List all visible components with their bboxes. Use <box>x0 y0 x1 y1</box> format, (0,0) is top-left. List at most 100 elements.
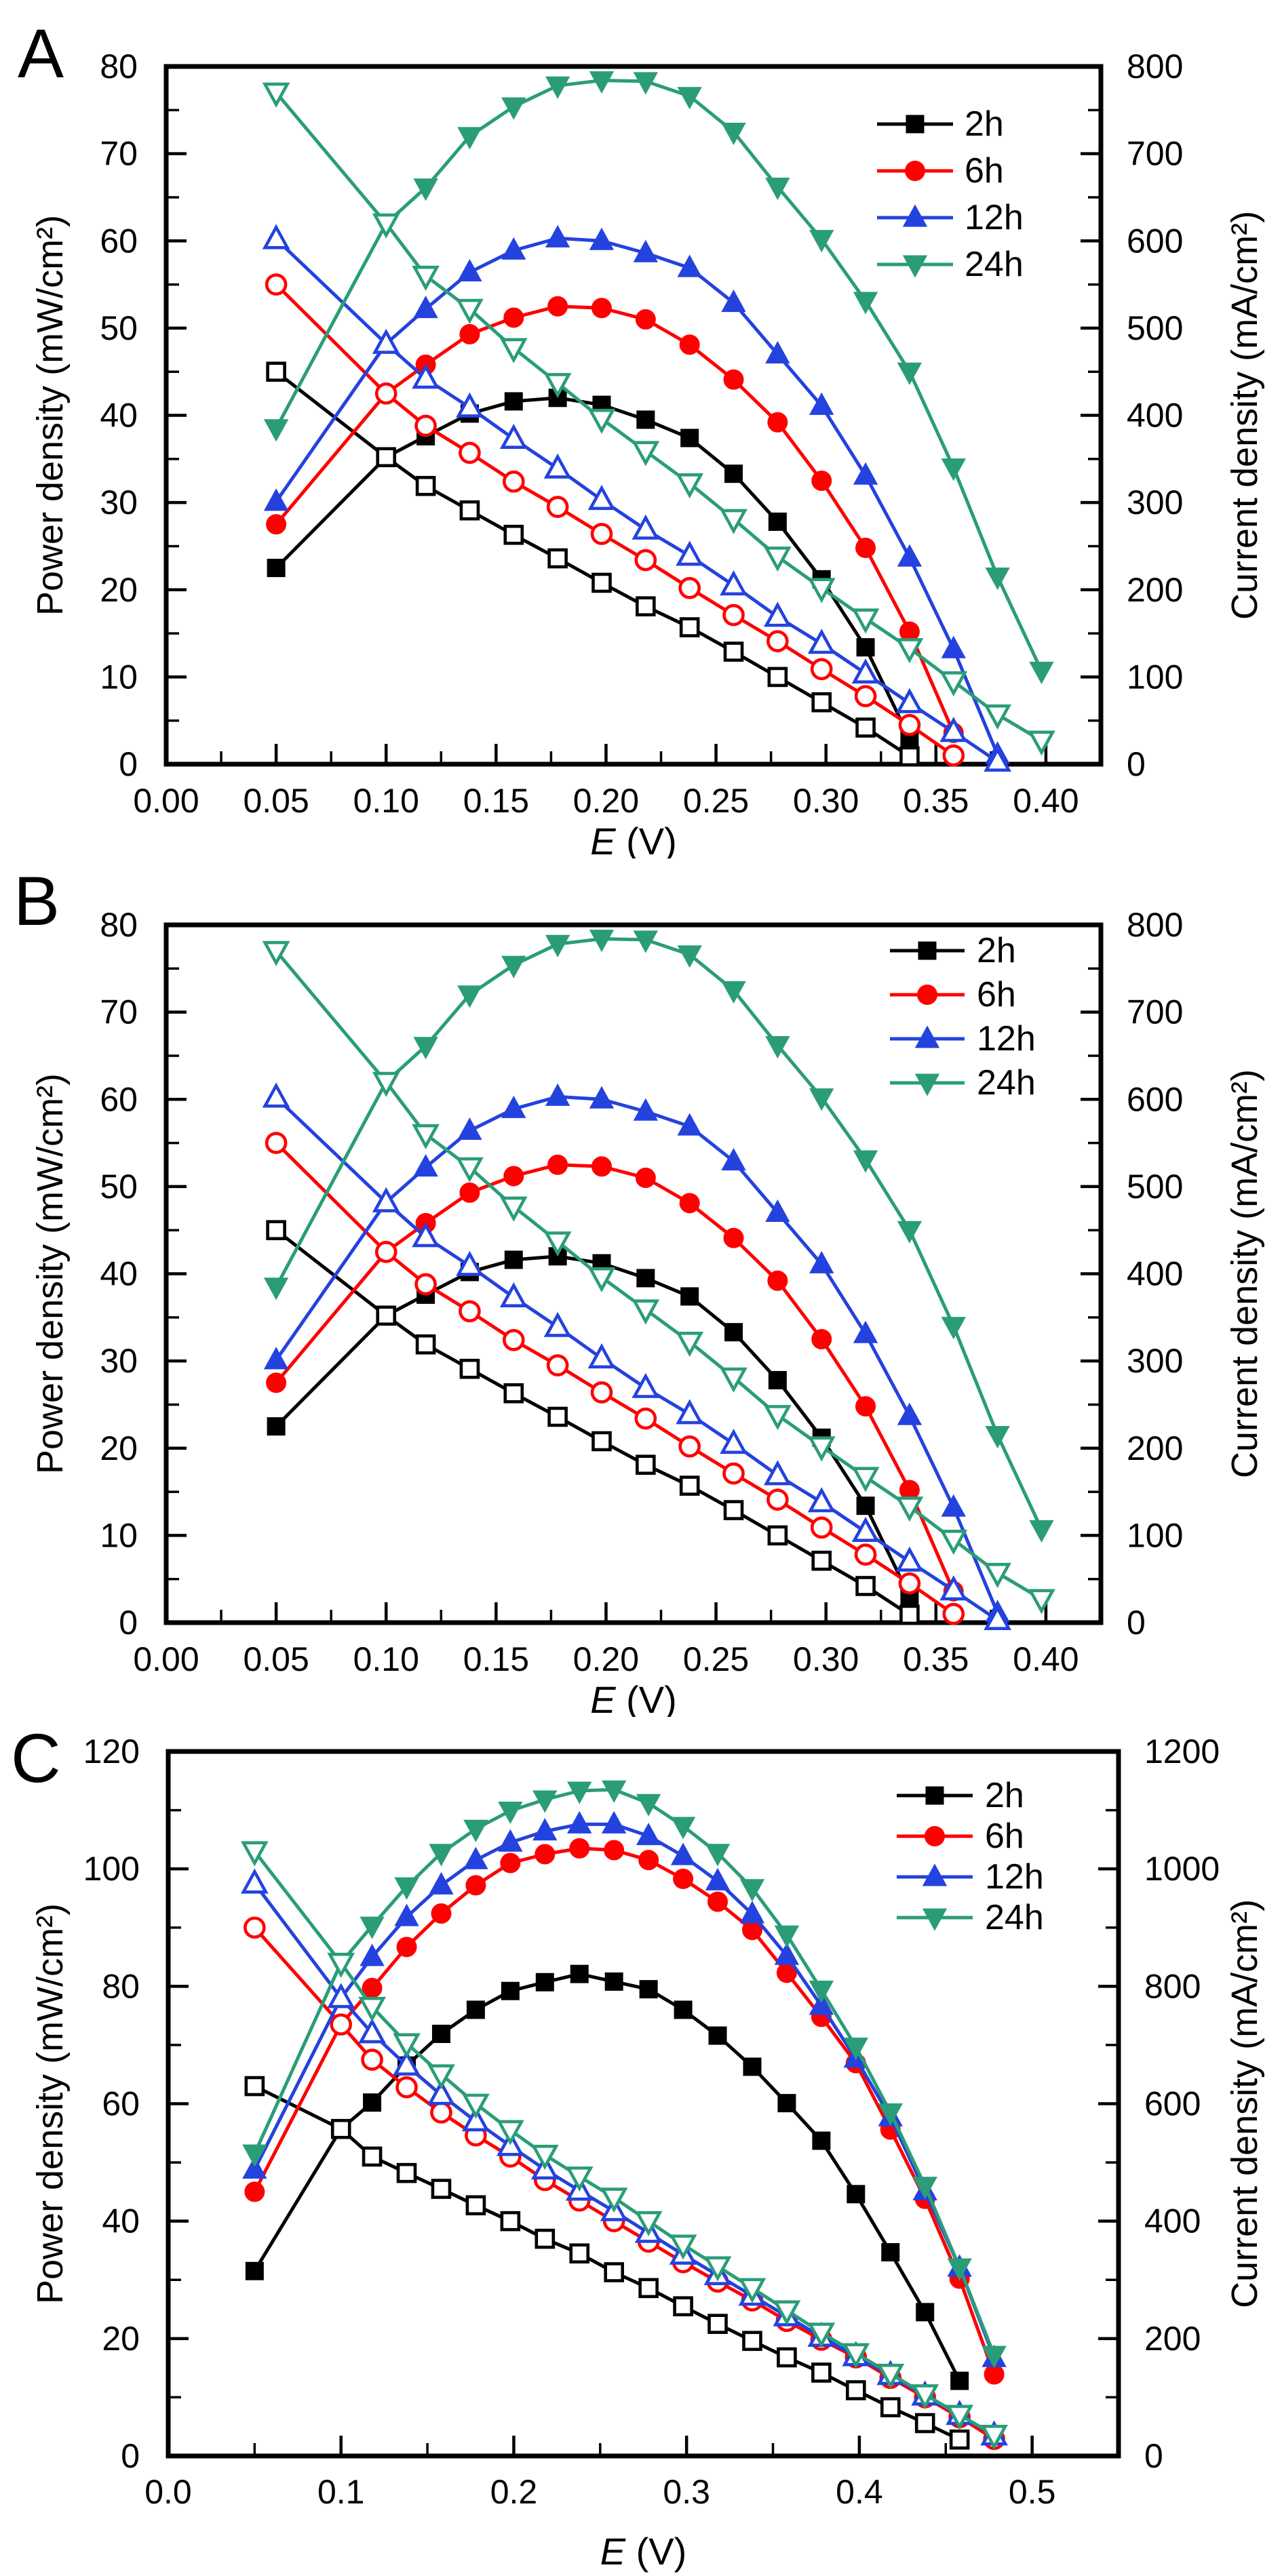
svg-text:Current density (mA/cm²): Current density (mA/cm²) <box>1224 1899 1265 2308</box>
svg-text:80: 80 <box>100 47 138 85</box>
svg-text:E (V): E (V) <box>590 1678 677 1717</box>
svg-text:80: 80 <box>102 1967 140 2005</box>
svg-text:80: 80 <box>100 906 138 944</box>
svg-text:100: 100 <box>1127 1516 1183 1554</box>
svg-text:0.30: 0.30 <box>793 1640 859 1678</box>
svg-text:Power density (mW/cm²): Power density (mW/cm²) <box>30 1903 71 2304</box>
svg-text:E (V): E (V) <box>590 820 677 858</box>
panel-c: 0.0 0.1 0.2 0.3 0.4 0.5 0 20 40 60 80 100 120 0 200 400… <box>0 1717 1282 2576</box>
svg-text:300: 300 <box>1127 1342 1183 1380</box>
svg-text:700: 700 <box>1127 993 1183 1031</box>
panel-a: 0.00 0.05 0.10 0.15 0.20 0.25 0.30 0.35 0.40 0 10 2… <box>0 0 1282 858</box>
svg-text:300: 300 <box>1127 483 1183 521</box>
svg-text:0.00: 0.00 <box>133 782 199 820</box>
svg-text:200: 200 <box>1127 1429 1183 1467</box>
svg-text:2h: 2h <box>977 931 1016 970</box>
svg-text:0.2: 0.2 <box>490 2473 538 2511</box>
svg-text:0.40: 0.40 <box>1013 782 1079 820</box>
svg-text:12h: 12h <box>965 198 1024 237</box>
svg-text:24h: 24h <box>985 1898 1044 1937</box>
svg-text:30: 30 <box>100 483 138 521</box>
svg-text:40: 40 <box>100 1255 138 1293</box>
svg-text:Current density (mA/cm²): Current density (mA/cm²) <box>1224 1069 1265 1478</box>
svg-text:20: 20 <box>100 1429 138 1467</box>
svg-text:E (V): E (V) <box>600 2530 687 2573</box>
svg-text:1200: 1200 <box>1144 1732 1220 1770</box>
svg-text:50: 50 <box>100 309 138 347</box>
panel-a-label: A <box>18 15 64 92</box>
svg-text:0: 0 <box>119 745 138 783</box>
svg-text:20: 20 <box>102 2320 140 2358</box>
svg-text:0.25: 0.25 <box>683 1640 749 1678</box>
svg-text:120: 120 <box>83 1732 140 1770</box>
svg-text:600: 600 <box>1127 1080 1183 1118</box>
svg-text:2h: 2h <box>985 1776 1024 1815</box>
svg-text:0.0: 0.0 <box>144 2473 192 2511</box>
svg-text:60: 60 <box>102 2085 140 2123</box>
svg-text:0.10: 0.10 <box>353 1640 419 1678</box>
svg-text:400: 400 <box>1144 2202 1201 2240</box>
svg-text:0.35: 0.35 <box>903 782 969 820</box>
svg-text:Power density (mW/cm²): Power density (mW/cm²) <box>30 1073 71 1474</box>
svg-text:0.10: 0.10 <box>353 782 419 820</box>
svg-text:6h: 6h <box>985 1817 1024 1856</box>
svg-text:0.15: 0.15 <box>463 782 529 820</box>
svg-text:0.35: 0.35 <box>903 1640 969 1678</box>
svg-text:0.00: 0.00 <box>133 1640 199 1678</box>
svg-text:0: 0 <box>119 1604 138 1642</box>
svg-text:600: 600 <box>1144 2085 1201 2123</box>
svg-text:24h: 24h <box>965 245 1024 284</box>
svg-text:0.40: 0.40 <box>1013 1640 1079 1678</box>
panel-b: 0.00 0.05 0.10 0.15 0.20 0.25 0.30 0.35 0.40 0 10 2… <box>0 858 1282 1717</box>
svg-text:0: 0 <box>1144 2437 1163 2475</box>
panel-b-chart: 0.00 0.05 0.10 0.15 0.20 0.25 0.30 0.35 0.40 0 10 2… <box>30 906 1265 1717</box>
svg-text:100: 100 <box>1127 658 1183 696</box>
svg-text:0.20: 0.20 <box>573 1640 639 1678</box>
svg-text:10: 10 <box>100 1516 138 1554</box>
svg-text:0.4: 0.4 <box>836 2473 883 2511</box>
svg-text:800: 800 <box>1127 47 1183 85</box>
panel-b-label: B <box>14 863 60 940</box>
svg-text:700: 700 <box>1127 135 1183 173</box>
svg-text:800: 800 <box>1127 906 1183 944</box>
svg-text:40: 40 <box>102 2202 140 2240</box>
svg-text:50: 50 <box>100 1168 138 1206</box>
svg-text:600: 600 <box>1127 222 1183 260</box>
svg-text:Power density (mW/cm²): Power density (mW/cm²) <box>30 215 71 616</box>
svg-text:0.05: 0.05 <box>243 782 309 820</box>
svg-text:60: 60 <box>100 222 138 260</box>
panel-c-label: C <box>11 1720 61 1797</box>
svg-text:0.25: 0.25 <box>683 782 749 820</box>
svg-text:10: 10 <box>100 658 138 696</box>
svg-text:500: 500 <box>1127 309 1183 347</box>
svg-text:0.30: 0.30 <box>793 782 859 820</box>
svg-text:400: 400 <box>1127 397 1183 435</box>
svg-text:40: 40 <box>100 397 138 435</box>
svg-text:60: 60 <box>100 1080 138 1118</box>
svg-text:30: 30 <box>100 1342 138 1380</box>
svg-text:20: 20 <box>100 571 138 609</box>
svg-text:6h: 6h <box>977 975 1016 1014</box>
svg-text:0: 0 <box>121 2437 140 2475</box>
svg-text:12h: 12h <box>985 1857 1044 1897</box>
svg-text:0.3: 0.3 <box>663 2473 710 2511</box>
svg-text:0.5: 0.5 <box>1009 2473 1056 2511</box>
svg-text:6h: 6h <box>965 151 1004 191</box>
svg-text:100: 100 <box>83 1850 140 1888</box>
svg-text:400: 400 <box>1127 1255 1183 1293</box>
svg-text:200: 200 <box>1127 571 1183 609</box>
svg-text:0.20: 0.20 <box>573 782 639 820</box>
panel-c-chart: 0.0 0.1 0.2 0.3 0.4 0.50204060801001200200400… <box>30 1732 1265 2573</box>
svg-text:Current density (mA/cm²): Current density (mA/cm²) <box>1224 211 1265 620</box>
svg-text:70: 70 <box>100 135 138 173</box>
panel-a-chart: 0.00 0.05 0.10 0.15 0.20 0.25 0.30 0.35 0.40 0 10 2… <box>30 47 1265 858</box>
svg-text:0: 0 <box>1127 745 1146 783</box>
svg-text:800: 800 <box>1144 1967 1201 2005</box>
svg-text:70: 70 <box>100 993 138 1031</box>
svg-text:200: 200 <box>1144 2320 1201 2358</box>
svg-text:500: 500 <box>1127 1168 1183 1206</box>
svg-text:0.05: 0.05 <box>243 1640 309 1678</box>
svg-text:12h: 12h <box>977 1019 1036 1058</box>
svg-text:0.1: 0.1 <box>317 2473 365 2511</box>
svg-text:0.15: 0.15 <box>463 1640 529 1678</box>
